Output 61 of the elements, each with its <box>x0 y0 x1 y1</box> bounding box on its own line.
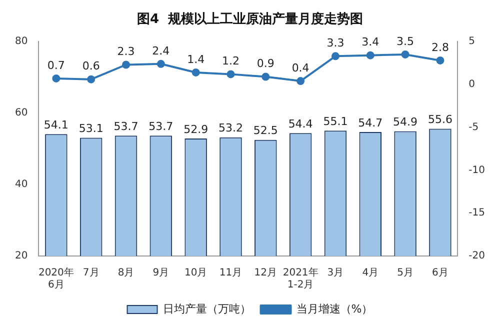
point <box>401 50 410 58</box>
data-label: 2.8 <box>431 40 449 54</box>
point <box>87 75 96 84</box>
data-label: 55.1 <box>323 114 348 128</box>
point <box>122 60 130 69</box>
chart-title: 图4 规模以上工业原油产量月度走势图 <box>136 11 364 28</box>
point <box>366 51 374 60</box>
legend-label: 日均产量（万吨） <box>162 302 251 316</box>
x-tick-label: 2020年 6月 <box>38 266 74 291</box>
data-label: 0.7 <box>47 58 65 72</box>
x-tick-label: 3月 <box>327 268 344 279</box>
data-label: 54.1 <box>44 118 68 132</box>
data-label: 0.4 <box>292 61 310 74</box>
data-label: 0.6 <box>82 60 100 73</box>
data-label: 1.2 <box>222 54 240 68</box>
x-tick-label: 12月 <box>254 268 278 279</box>
y2-tick-label: -20 <box>468 250 486 262</box>
y2-tick-label: -15 <box>468 208 486 219</box>
data-label: 53.2 <box>218 122 243 135</box>
data-label: 3.3 <box>326 36 344 50</box>
y-tick-label: 80 <box>14 36 28 48</box>
data-label: 55.6 <box>428 113 452 126</box>
x-tick-label: 2021年 1-2月 <box>282 266 318 291</box>
data-label: 54.9 <box>393 116 418 129</box>
y-tick-label: 60 <box>14 108 28 119</box>
y2-tick-label: 5 <box>468 36 476 48</box>
point <box>226 70 235 78</box>
data-label: 52.5 <box>253 124 278 138</box>
x-tick-label: 10月 <box>184 268 208 279</box>
data-label: 3.4 <box>362 36 380 49</box>
x-tick-label: 8月 <box>118 268 134 279</box>
point <box>192 68 200 76</box>
x-tick-label: 11月 <box>219 268 242 279</box>
x-tick-label: 9月 <box>152 268 170 279</box>
legend-label: 当月增速（%） <box>296 302 373 316</box>
data-label: 53.7 <box>114 120 138 133</box>
data-label: 52.9 <box>184 122 208 136</box>
data-label: 54.7 <box>358 116 383 130</box>
x-tick-label: 4月 <box>362 268 379 279</box>
point <box>296 77 305 86</box>
point <box>156 60 165 68</box>
point <box>52 74 60 82</box>
point <box>436 56 444 64</box>
point <box>262 72 270 81</box>
x-tick-label: 5月 <box>397 268 414 279</box>
data-label: 53.1 <box>78 122 104 136</box>
x-tick-label: 7月 <box>82 268 100 279</box>
data-label: 2.3 <box>117 45 135 58</box>
data-label: 2.4 <box>152 44 170 58</box>
y2-tick-label: 0 <box>468 79 476 90</box>
y-tick-label: 40 <box>14 179 28 190</box>
point <box>331 52 340 60</box>
y-tick-label: 20 <box>14 250 28 262</box>
data-label: 3.5 <box>396 34 414 48</box>
x-tick-label: 6月 <box>432 268 448 279</box>
data-label: 53.7 <box>148 120 174 133</box>
data-label: 0.9 <box>256 57 274 70</box>
y2-tick-label: -5 <box>468 122 479 133</box>
data-label: 54.4 <box>288 117 313 130</box>
y2-tick-label: -10 <box>468 164 486 176</box>
data-label: 1.4 <box>187 52 205 66</box>
